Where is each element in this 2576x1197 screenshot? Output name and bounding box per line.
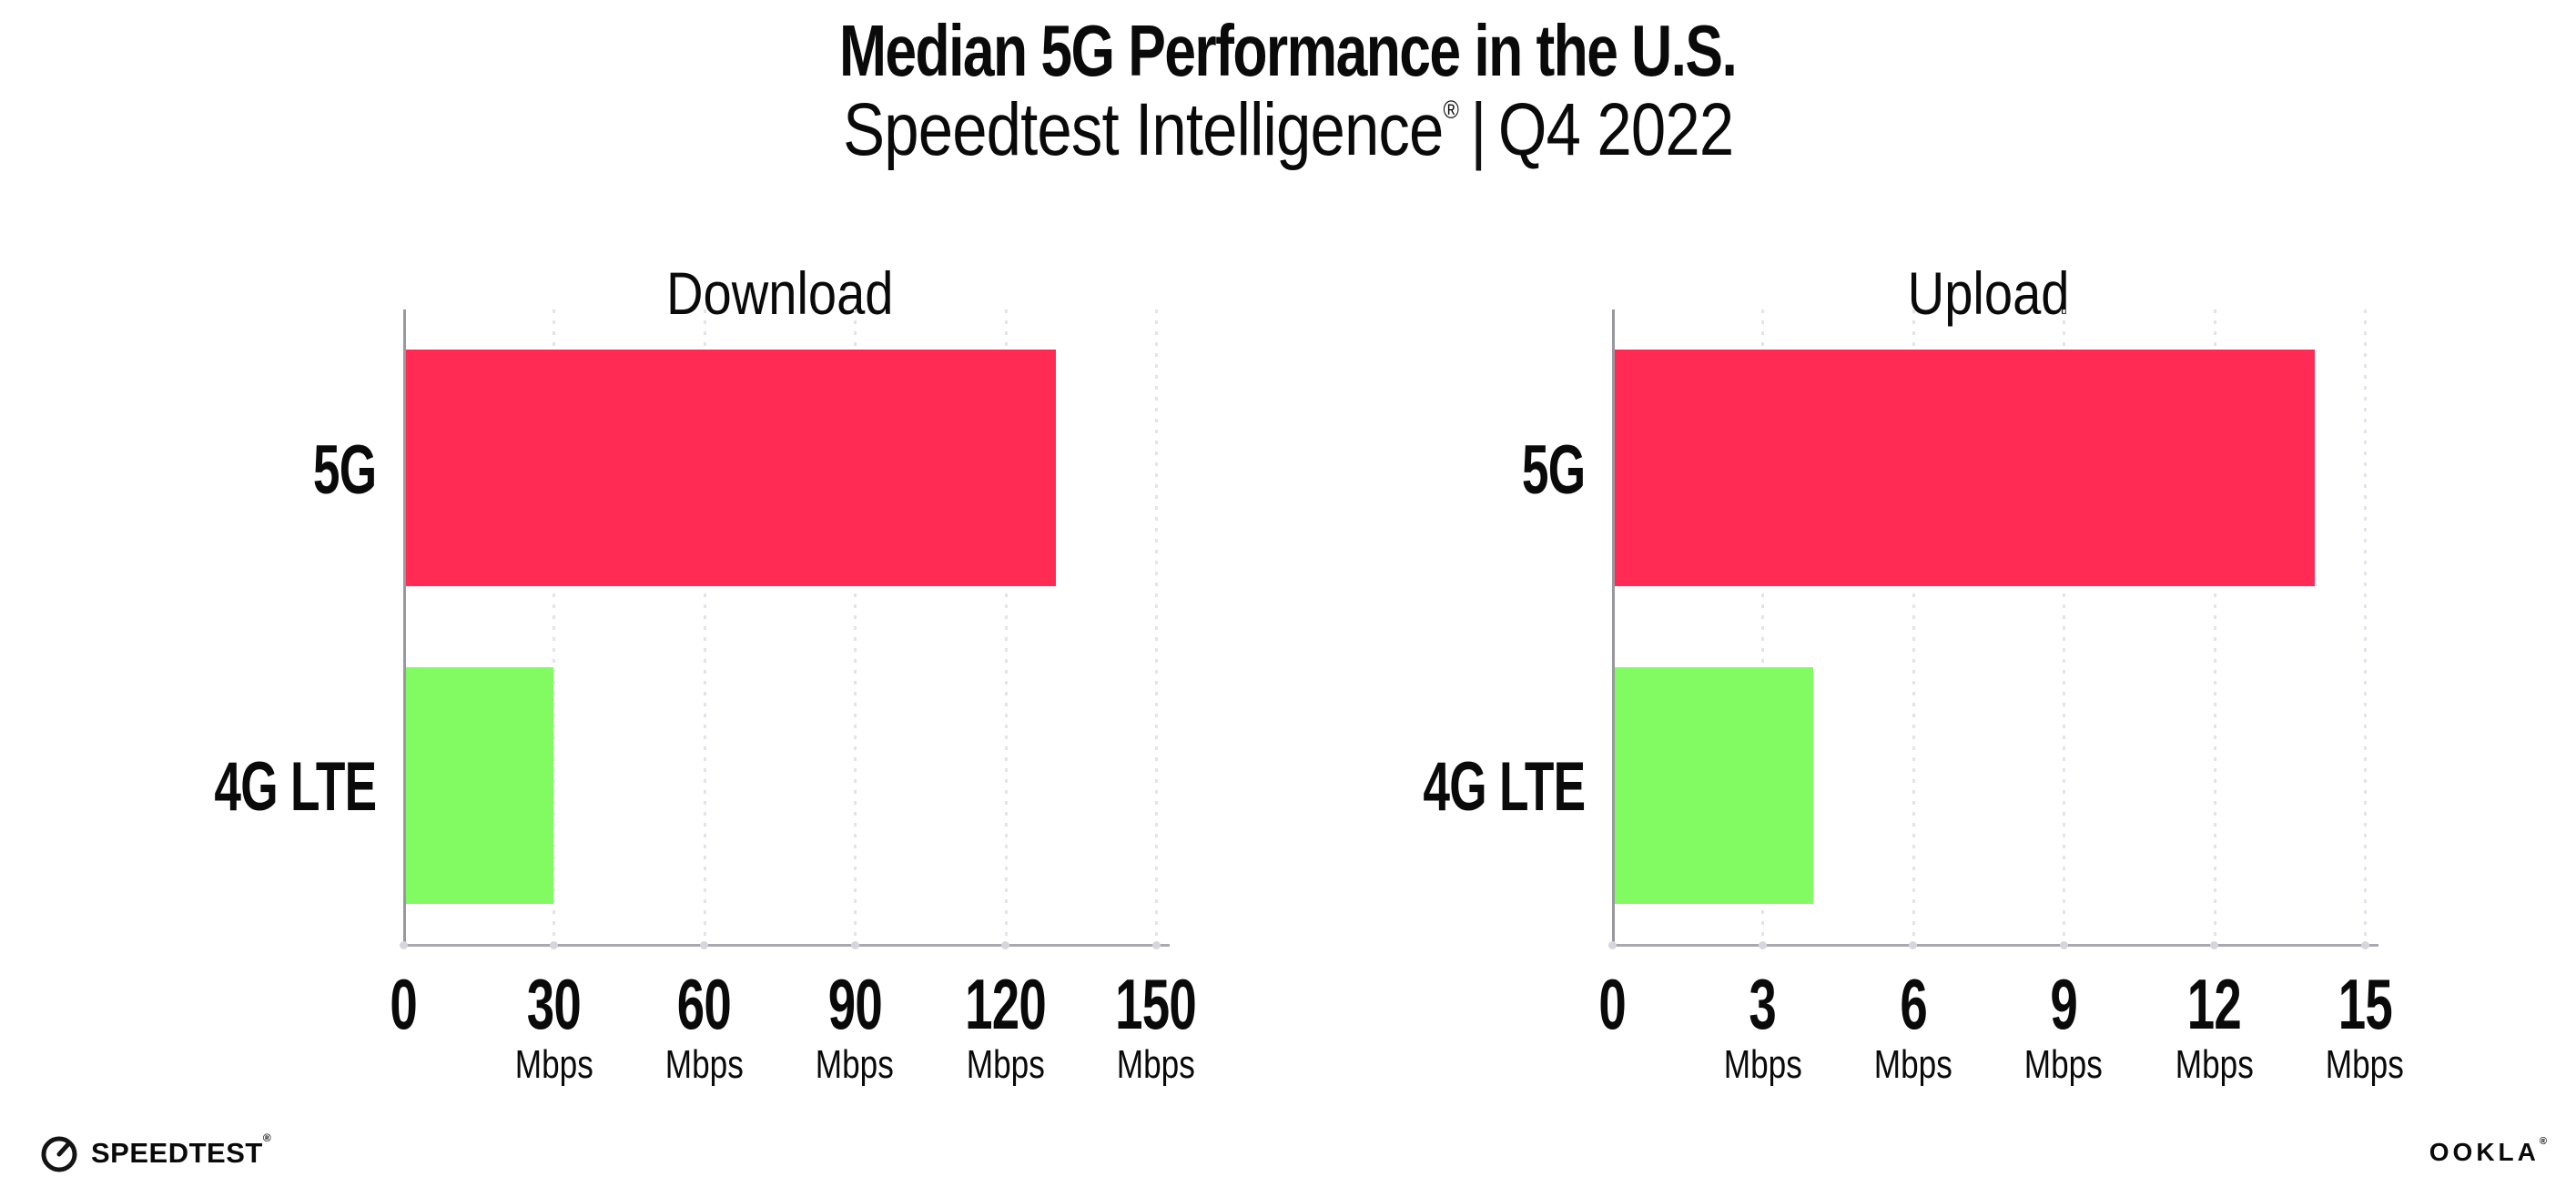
gridline (1761, 309, 1765, 944)
upload-plot-area (1612, 309, 2367, 944)
x-tick-unit: Mbps (1116, 1042, 1196, 1087)
page-title: Median 5G Performance in the U.S. (0, 13, 2576, 89)
x-tick-label: 3 Mbps (1662, 967, 1862, 1087)
registered-mark: ® (1443, 96, 1458, 124)
axis-tick-dot (1909, 941, 1918, 949)
axis-tick-dot (2360, 941, 2369, 949)
upload-bar-5g (1612, 350, 2315, 586)
subtitle-quarter: Q4 2022 (1497, 88, 1734, 171)
x-tick-value: 150 (1115, 964, 1197, 1044)
upload-x-axis-labels: 0 3 Mbps 6 Mbps 9 Mbps 12 Mbps 15 Mbps (1598, 967, 2404, 1149)
x-tick-unit: Mbps (816, 1042, 895, 1087)
axis-tick-dot (399, 941, 408, 949)
x-tick-value: 120 (965, 964, 1047, 1044)
axis-tick-dot (2210, 941, 2219, 949)
axis-tick-dot (1607, 941, 1617, 949)
axis-tick-dot (1001, 941, 1010, 949)
x-tick-value: 3 (1749, 964, 1777, 1044)
x-tick-label: 90 Mbps (755, 967, 955, 1087)
axis-tick-dot (1151, 941, 1161, 949)
category-label-4g-lte: 4G LTE (1422, 748, 1586, 826)
x-tick-label: 0 (303, 967, 503, 1041)
x-tick-label: 60 Mbps (604, 967, 805, 1087)
gridline (553, 309, 556, 944)
x-tick-value: 0 (1598, 964, 1626, 1044)
x-tick-label: 9 Mbps (1963, 967, 2164, 1087)
speedtest-wordmark: SPEEDTEST® (91, 1131, 272, 1169)
speedtest-gauge-icon (41, 1136, 77, 1172)
x-tick-label: 12 Mbps (2115, 967, 2315, 1087)
x-tick-value: 15 (2338, 964, 2392, 1044)
gridline (1155, 309, 1158, 944)
x-tick-unit: Mbps (966, 1042, 1045, 1087)
download-plot-area (403, 309, 1158, 944)
x-tick-unit: Mbps (2175, 1042, 2254, 1087)
gridline (2063, 309, 2066, 944)
x-tick-unit: Mbps (1873, 1042, 1952, 1087)
category-label-5g: 5G (1521, 431, 1585, 509)
download-y-axis (403, 309, 406, 947)
x-tick-label: 0 (1512, 967, 1712, 1041)
page-title-text: Median 5G Performance in the U.S. (839, 10, 1738, 91)
x-tick-value: 6 (1899, 964, 1927, 1044)
category-label-5g: 5G (312, 431, 376, 509)
x-tick-label: 30 Mbps (453, 967, 654, 1087)
upload-bar-4g-lte (1612, 666, 1813, 904)
gridline (854, 309, 857, 944)
download-x-axis-line (402, 944, 1170, 947)
subtitle-divider: | (1470, 88, 1486, 171)
x-tick-unit: Mbps (1723, 1042, 1802, 1087)
x-tick-unit: Mbps (664, 1042, 744, 1087)
gridline (1912, 309, 1915, 944)
download-x-axis-labels: 0 30 Mbps 60 Mbps 90 Mbps 120 Mbps 150 Mbps (390, 967, 1197, 1149)
gridline (2364, 309, 2367, 944)
x-tick-label: 15 Mbps (2265, 967, 2465, 1087)
x-tick-unit: Mbps (2325, 1042, 2405, 1087)
x-tick-label: 150 Mbps (1056, 967, 1256, 1087)
subtitle-brand: Speedtest Intelligence (842, 88, 1444, 171)
download-bar-4g-lte (403, 666, 554, 904)
x-tick-value: 0 (390, 964, 417, 1044)
upload-subplot-title: Upload (1907, 259, 2070, 327)
speedtest-logo: SPEEDTEST® (38, 1131, 272, 1174)
category-label-4g-lte: 4G LTE (213, 748, 377, 826)
axis-tick-dot (1758, 941, 1767, 949)
x-tick-value: 9 (2050, 964, 2078, 1044)
x-tick-value: 12 (2186, 964, 2242, 1044)
upload-x-axis-line (1611, 944, 2378, 947)
gridline (703, 309, 706, 944)
gridline (2213, 309, 2216, 944)
ookla-trademark: ® (2539, 1135, 2547, 1147)
x-tick-value: 30 (526, 964, 582, 1044)
x-tick-label: 120 Mbps (906, 967, 1106, 1087)
upload-y-axis (1612, 309, 1615, 947)
x-tick-value: 60 (677, 964, 732, 1044)
axis-tick-dot (700, 941, 709, 949)
x-tick-unit: Mbps (2024, 1042, 2104, 1087)
axis-tick-dot (2059, 941, 2068, 949)
x-tick-unit: Mbps (514, 1042, 593, 1087)
gridline (1004, 309, 1008, 944)
chart-subtitle: Speedtest Intelligence® | Q4 2022 (0, 88, 2576, 171)
axis-tick-dot (549, 941, 558, 949)
ookla-wordmark: OOKLA® (2429, 1135, 2547, 1166)
x-tick-value: 90 (827, 964, 883, 1044)
x-tick-label: 6 Mbps (1813, 967, 2013, 1087)
download-bar-5g (403, 350, 1056, 586)
axis-tick-dot (850, 941, 859, 949)
speedtest-trademark: ® (262, 1131, 272, 1144)
